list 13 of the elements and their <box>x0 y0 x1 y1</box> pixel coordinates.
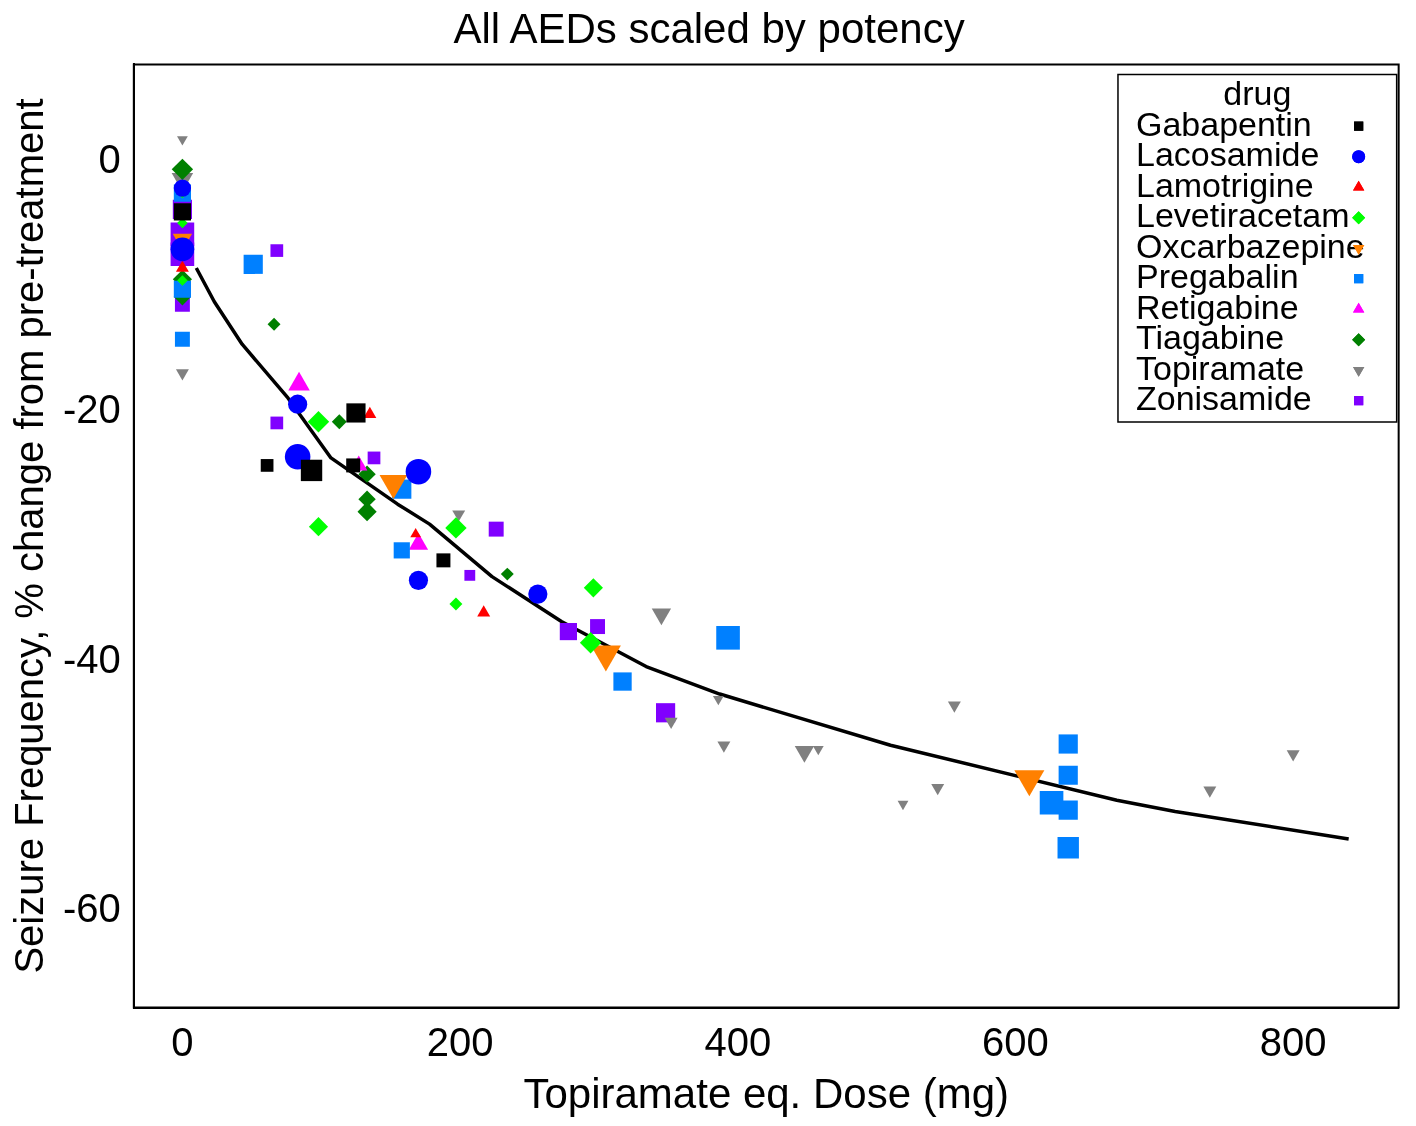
y-tick-label: 0 <box>98 136 121 181</box>
legend-label: Oxcarbazepine <box>1135 226 1365 265</box>
x-tick-label: 400 <box>704 1019 772 1064</box>
x-tick-label: 800 <box>1259 1019 1327 1064</box>
chart-title: All AEDs scaled by potency <box>453 4 965 52</box>
y-tick-label: -40 <box>63 636 121 681</box>
x-axis-title: Topiramate eq. Dose (mg) <box>523 1070 1009 1118</box>
x-tick-label: 200 <box>426 1019 494 1064</box>
y-axis-title: Seizure Frequency, % change from pre-treatment <box>7 98 52 974</box>
y-tick-label: -60 <box>63 886 121 931</box>
x-tick-label: 0 <box>171 1019 194 1064</box>
y-tick-label: -20 <box>63 386 121 431</box>
x-tick-label: 600 <box>982 1019 1049 1064</box>
